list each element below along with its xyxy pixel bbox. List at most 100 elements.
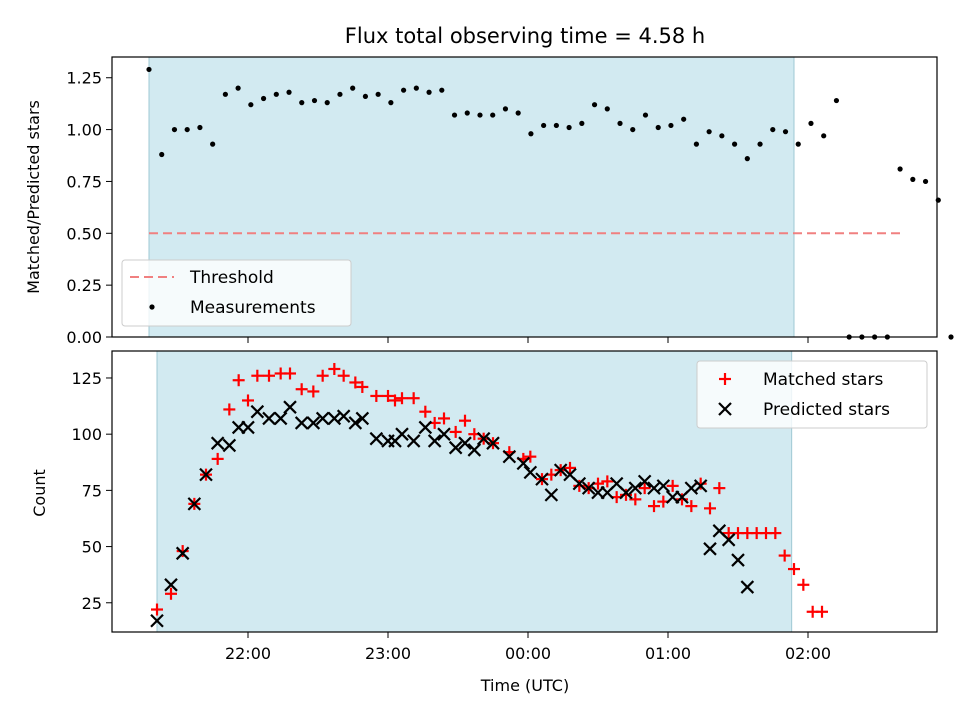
matched-star-point xyxy=(223,403,236,416)
predicted-star-point xyxy=(262,411,276,426)
measurement-point xyxy=(197,124,203,131)
measurement-point xyxy=(299,100,305,106)
top-panel: Flux total observing time = 4.58 h 0.000… xyxy=(24,24,954,347)
matched-star-point xyxy=(337,369,350,382)
measurement-point xyxy=(808,120,814,126)
matched-star-point xyxy=(307,385,320,398)
predicted-star-point xyxy=(544,488,559,502)
bottom-y-tick-label: 25 xyxy=(82,594,102,613)
predicted-star-point xyxy=(283,400,297,414)
predicted-star-point xyxy=(222,438,237,453)
predicted-star-point xyxy=(210,436,225,450)
matched-star-point xyxy=(788,563,800,576)
top-y-tick-label: 1.00 xyxy=(66,121,102,140)
top-y-tick-label: 0.75 xyxy=(66,172,102,191)
predicted-star-point xyxy=(553,463,568,477)
matched-star-point xyxy=(389,394,401,407)
bottom-x-ticks: 22:00 23:00 00:00 01:00 02:00 xyxy=(225,632,831,663)
measurement-point xyxy=(541,122,547,129)
measurement-point xyxy=(337,91,343,97)
matched-star-point xyxy=(232,374,245,387)
predicted-star-point xyxy=(486,436,500,450)
matched-star-point xyxy=(382,389,394,402)
matched-star-point xyxy=(356,380,369,393)
predicted-star-point xyxy=(273,411,288,426)
matched-legend-label: Matched stars xyxy=(763,370,883,390)
predicted-star-point xyxy=(693,479,708,493)
measurement-point xyxy=(655,124,661,131)
predicted-star-point xyxy=(516,456,531,471)
predicted-star-point xyxy=(523,465,538,480)
predicted-star-point xyxy=(637,474,652,489)
bottom-y-ticks: 25 50 75 100 125 xyxy=(71,369,112,613)
matched-star-point xyxy=(648,500,660,513)
predicted-star-point xyxy=(241,420,255,435)
top-axes-frame xyxy=(111,56,938,338)
bottom-panel: 25 50 75 100 125 22:00 23:00 00:00 01:00 02:00 C… xyxy=(30,350,938,695)
top-legend-box xyxy=(121,259,352,327)
matched-star-point xyxy=(704,502,716,515)
measurement-point xyxy=(642,112,649,118)
measurement-point xyxy=(464,110,470,116)
matched-star-point xyxy=(176,545,189,558)
measurement-point xyxy=(719,133,725,139)
measurement-point xyxy=(388,100,394,106)
predicted-star-point xyxy=(437,427,451,441)
matched-star-point xyxy=(601,475,614,488)
measurement-point xyxy=(210,141,216,147)
measurement-point xyxy=(821,133,827,139)
predicted-star-point xyxy=(581,481,596,495)
top-y-tick-label: 0.00 xyxy=(66,328,102,347)
measurement-point xyxy=(439,87,445,93)
measurement-point xyxy=(502,106,509,112)
matched-star-point xyxy=(666,479,679,492)
matched-star-point xyxy=(629,493,642,506)
predicted-star-point xyxy=(199,467,213,482)
predicted-star-point xyxy=(721,533,736,547)
top-x-ticks xyxy=(247,337,809,343)
predicted-star-point xyxy=(703,542,717,556)
measurement-point xyxy=(706,129,712,135)
matched-star-point xyxy=(407,392,420,405)
bottom-y-tick-label: 100 xyxy=(71,425,102,444)
x-tick-label: 23:00 xyxy=(365,644,411,663)
measurement-point xyxy=(922,178,929,185)
predicted-star-point xyxy=(467,443,482,457)
measurements-legend-marker xyxy=(149,304,155,310)
top-y-tick-label: 0.25 xyxy=(66,276,102,295)
top-y-tick-label: 0.50 xyxy=(66,224,102,243)
predicted-star-point xyxy=(369,431,384,446)
measurement-point xyxy=(910,176,916,182)
predicted-star-point xyxy=(406,434,421,448)
measurement-point xyxy=(159,151,165,158)
measurement-point xyxy=(897,166,903,172)
measurement-point xyxy=(515,110,521,116)
predicted-star-point xyxy=(250,404,265,419)
measurement-point xyxy=(553,122,559,129)
bottom-legend-box xyxy=(696,360,928,429)
matched-star-point xyxy=(524,450,537,463)
measurement-point xyxy=(693,141,700,147)
measurement-point xyxy=(413,85,419,91)
predicted-star-point xyxy=(458,436,472,450)
matched-star-point xyxy=(713,482,726,495)
predicted-star-point xyxy=(535,472,549,486)
matched-star-point xyxy=(151,603,163,616)
matched-star-point xyxy=(316,369,329,382)
measurement-point xyxy=(260,95,267,102)
predicted-star-point xyxy=(175,546,190,561)
matched-star-point xyxy=(638,482,651,495)
measurement-point xyxy=(273,91,279,97)
matched-star-point xyxy=(459,414,471,427)
measurement-point xyxy=(528,131,534,137)
predicted-star-point xyxy=(294,416,309,430)
predicted-star-point xyxy=(572,476,587,491)
measurement-point xyxy=(222,91,228,97)
measurement-point xyxy=(948,334,954,340)
measurement-point xyxy=(591,102,598,108)
predicted-star-point xyxy=(336,409,351,423)
predicted-star-point xyxy=(355,411,370,426)
predicted-star-point xyxy=(395,427,409,441)
matched-star-point xyxy=(370,389,383,402)
matched-star-point xyxy=(263,369,275,382)
